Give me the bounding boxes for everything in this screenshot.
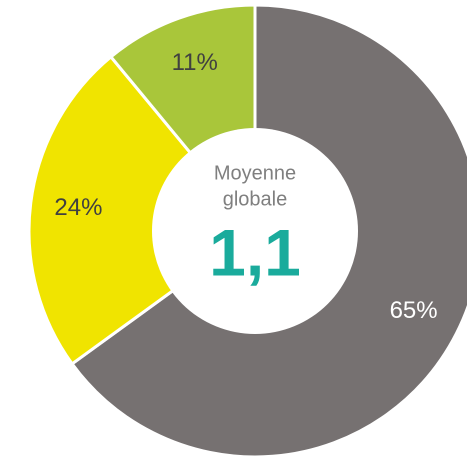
center-label: Moyenne: [214, 162, 296, 184]
center-value: 1,1: [209, 215, 301, 289]
center-label: globale: [223, 188, 288, 210]
value-label: 24%: [54, 194, 102, 221]
value-label: 65%: [390, 297, 438, 324]
value-label: 11%: [172, 49, 218, 76]
slice: [27, 54, 258, 366]
donut-hole: [152, 128, 358, 334]
